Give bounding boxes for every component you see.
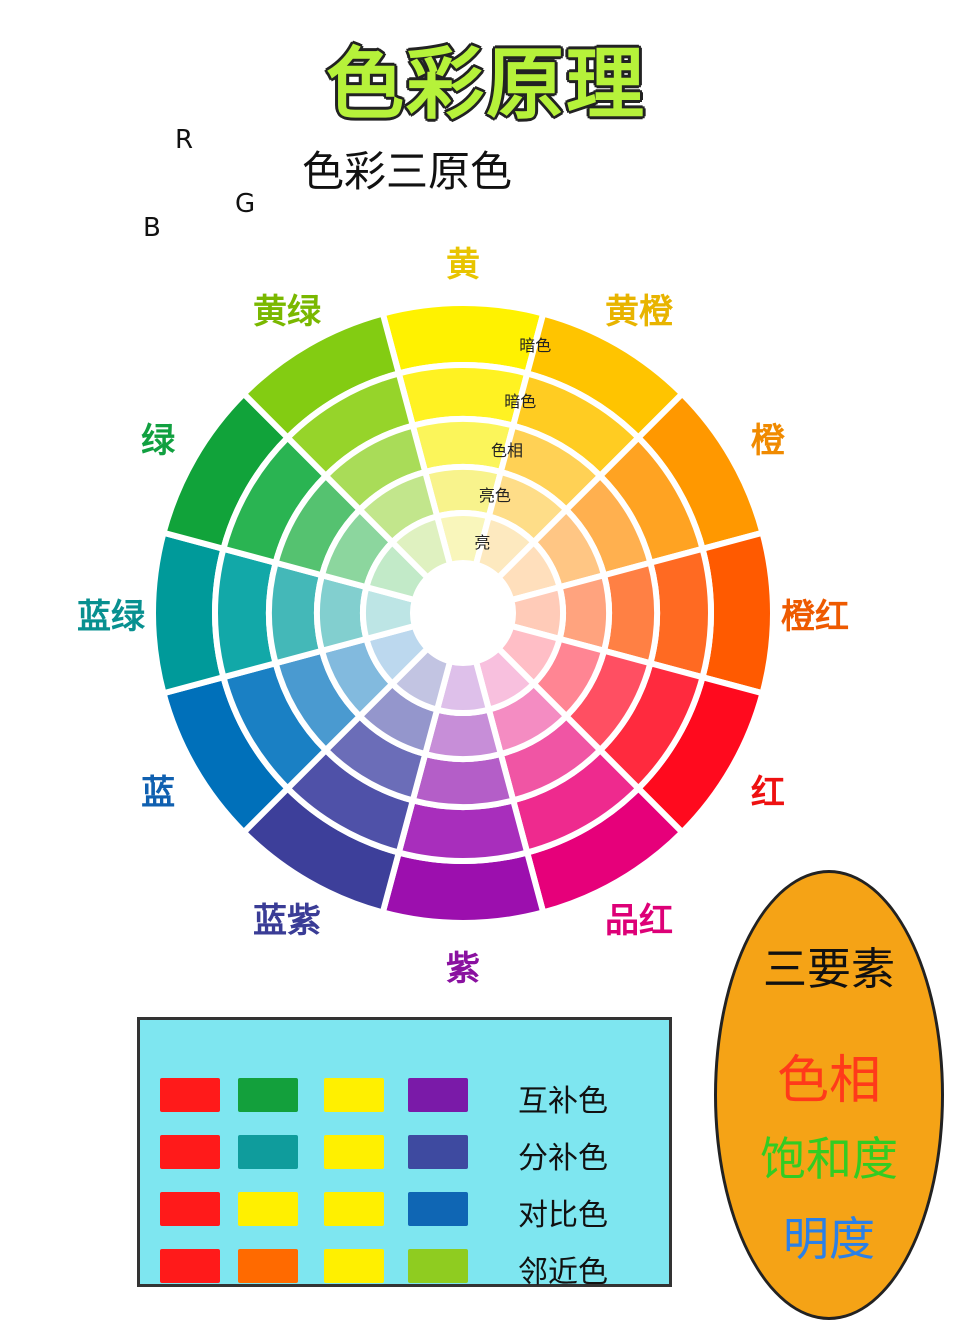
level-label: 亮色 <box>478 486 511 506</box>
scheme-swatch <box>324 1135 384 1169</box>
element-item: 明度 <box>783 1212 875 1266</box>
scheme-swatch <box>324 1078 384 1112</box>
elements-title: 三要素 <box>763 944 895 995</box>
hue-label: 黄绿 <box>253 291 321 332</box>
color-wheel <box>152 302 774 924</box>
color-schemes-panel: 互补色分补色对比色邻近色 <box>137 1017 672 1290</box>
three-elements-oval: 三要素 色相饱和度明度 <box>714 870 944 1320</box>
hue-label: 绿 <box>141 420 176 461</box>
scheme-swatch <box>160 1192 220 1226</box>
hue-label: 橙红 <box>781 596 849 637</box>
element-item: 饱和度 <box>760 1132 898 1186</box>
scheme-swatch <box>160 1078 220 1112</box>
scheme-swatch <box>408 1249 468 1283</box>
scheme-swatch <box>408 1192 468 1226</box>
hue-label: 紫 <box>446 948 480 989</box>
page-title: 色彩原理 <box>325 40 646 130</box>
element-item: 色相 <box>776 1051 881 1111</box>
level-label: 暗色 <box>519 335 552 355</box>
scheme-swatch <box>324 1249 384 1283</box>
scheme-swatch <box>238 1078 298 1112</box>
hue-label: 蓝 <box>141 772 176 813</box>
rgb-title: 色彩三原色 <box>302 147 513 196</box>
hue-label: 黄橙 <box>605 291 673 332</box>
scheme-swatch <box>160 1249 220 1283</box>
scheme-swatch <box>238 1135 298 1169</box>
scheme-name: 对比色 <box>518 1198 608 1233</box>
hue-label: 蓝紫 <box>253 901 321 942</box>
rgb-circle-b <box>104 165 210 271</box>
hue-label: 品红 <box>605 901 673 942</box>
scheme-swatch <box>324 1192 384 1226</box>
hue-label: 红 <box>750 772 785 813</box>
scheme-swatch <box>238 1249 298 1283</box>
hue-label: 黄 <box>446 244 480 285</box>
scheme-swatch <box>408 1078 468 1112</box>
wheel-center <box>415 565 511 661</box>
scheme-swatch <box>160 1135 220 1169</box>
level-label: 暗色 <box>504 391 537 411</box>
wheel-segment-11-4 <box>388 512 454 582</box>
rgb-letter-b: B <box>143 213 161 243</box>
level-label: 色相 <box>490 440 523 460</box>
level-label: 亮 <box>474 532 491 552</box>
hue-label: 蓝绿 <box>77 596 145 637</box>
scheme-name: 互补色 <box>518 1084 608 1119</box>
scheme-name: 分补色 <box>518 1141 608 1176</box>
hue-label: 橙 <box>750 420 785 461</box>
rgb-primaries-diagram: R G B <box>104 92 288 271</box>
scheme-swatch <box>238 1192 298 1226</box>
scheme-swatch <box>408 1135 468 1169</box>
rgb-letter-g: G <box>235 189 255 219</box>
rgb-letter-r: R <box>175 125 193 155</box>
scheme-name: 邻近色 <box>518 1255 608 1290</box>
